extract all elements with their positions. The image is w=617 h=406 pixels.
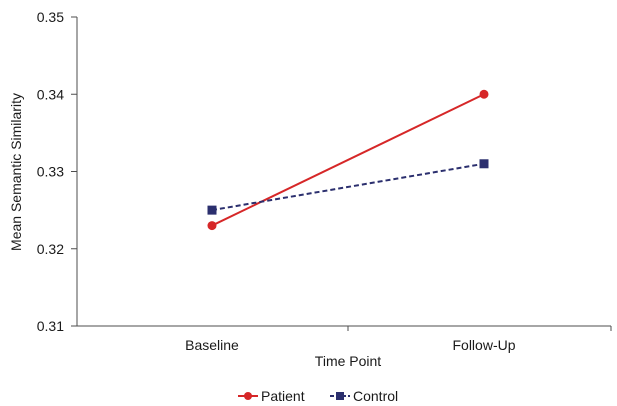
x-tick-label: Follow-Up xyxy=(452,337,515,353)
legend-label: Control xyxy=(353,388,398,404)
series-patient xyxy=(207,89,489,231)
y-axis-ticks: 0.31 0.32 0.33 0.34 0.35 xyxy=(37,9,77,334)
y-tick-label: 0.34 xyxy=(37,86,64,102)
x-tick-label: Baseline xyxy=(185,337,239,353)
legend-item-patient: Patient xyxy=(238,388,305,404)
data-point-patient xyxy=(207,221,217,231)
y-axis-title: Mean Semantic Similarity xyxy=(8,93,24,251)
legend-label: Patient xyxy=(261,388,305,404)
data-point-patient xyxy=(479,89,489,99)
series-layer xyxy=(207,89,489,231)
y-tick-label: 0.32 xyxy=(37,241,64,257)
y-tick-label: 0.35 xyxy=(37,9,64,25)
series-line-patient xyxy=(211,93,485,227)
x-axis-ticks: Baseline Follow-Up xyxy=(185,326,612,353)
data-point-control xyxy=(207,205,217,215)
legend-marker xyxy=(336,392,344,400)
data-point-control xyxy=(479,159,489,169)
series-control xyxy=(207,159,489,215)
series-line-control xyxy=(211,162,485,212)
x-axis-title: Time Point xyxy=(315,353,382,369)
legend: Patient Control xyxy=(238,388,398,404)
legend-marker xyxy=(244,392,252,400)
y-tick-label: 0.31 xyxy=(37,318,64,334)
legend-item-control: Control xyxy=(330,388,398,404)
y-tick-label: 0.33 xyxy=(37,164,64,180)
